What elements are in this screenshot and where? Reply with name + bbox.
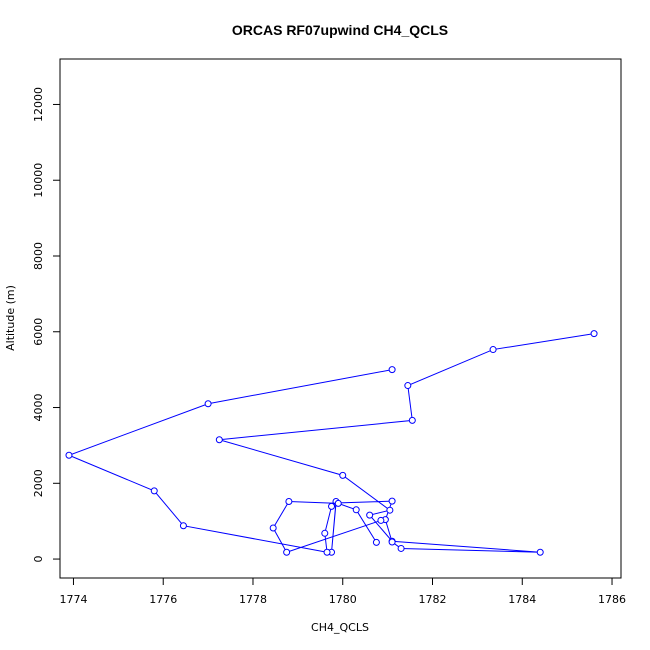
x-axis: 1774 1776 1778 1780 1782 1784 1786 bbox=[59, 578, 626, 606]
series-0-point-0 bbox=[590, 330, 598, 338]
series-0-point-22 bbox=[65, 451, 73, 459]
series-0-point-24 bbox=[388, 366, 396, 374]
series-layer bbox=[65, 330, 598, 556]
y-axis: 0 2000 4000 6000 8000 10000 12000 bbox=[32, 87, 60, 563]
x-axis-label: CH4_QCLS bbox=[311, 621, 369, 634]
series-0-point-20 bbox=[179, 522, 187, 530]
plot-frame bbox=[59, 58, 622, 579]
series-0-point-19 bbox=[323, 548, 331, 556]
series-1-point-0 bbox=[372, 538, 380, 546]
series-0-point-1 bbox=[489, 346, 497, 354]
y-tick-label-4: 8000 bbox=[32, 242, 45, 270]
series-1 bbox=[269, 497, 385, 556]
series-0-point-9 bbox=[536, 548, 544, 556]
series-0-point-21 bbox=[150, 487, 158, 495]
x-tick-label-4: 1782 bbox=[419, 593, 447, 606]
y-axis-label: Altitude (m) bbox=[4, 285, 17, 351]
series-1-point-3 bbox=[285, 497, 293, 505]
series-1-point-6 bbox=[377, 516, 385, 524]
series-1-point-1 bbox=[352, 506, 360, 514]
x-tick-label-3: 1780 bbox=[329, 593, 357, 606]
series-0-point-4 bbox=[215, 436, 223, 444]
series-0-point-17 bbox=[328, 502, 336, 510]
series-1-line bbox=[272, 500, 382, 553]
y-tick-label-3: 6000 bbox=[32, 318, 45, 346]
series-0-point-23 bbox=[204, 400, 212, 408]
x-tick-label-2: 1778 bbox=[239, 593, 267, 606]
y-tick-label-1: 2000 bbox=[32, 469, 45, 497]
series-0-point-11 bbox=[388, 538, 396, 546]
series-1-point-4 bbox=[269, 524, 277, 532]
series-0-point-2 bbox=[404, 382, 412, 390]
series-0-point-3 bbox=[408, 416, 416, 424]
series-1-point-2 bbox=[334, 499, 342, 507]
x-tick-label-6: 1786 bbox=[598, 593, 626, 606]
x-tick-label-0: 1774 bbox=[59, 593, 87, 606]
series-0-point-6 bbox=[386, 506, 394, 514]
y-tick-label-0: 0 bbox=[32, 556, 45, 563]
series-0-point-13 bbox=[388, 497, 396, 505]
series-0-point-5 bbox=[339, 471, 347, 479]
series-0 bbox=[65, 330, 598, 556]
series-0-point-10 bbox=[397, 544, 405, 552]
y-tick-label-2: 4000 bbox=[32, 394, 45, 422]
series-1-point-5 bbox=[283, 548, 291, 556]
series-0-line bbox=[67, 333, 595, 553]
y-tick-label-5: 10000 bbox=[32, 163, 45, 198]
chart-title: ORCAS RF07upwind CH4_QCLS bbox=[232, 22, 448, 38]
series-0-point-7 bbox=[366, 511, 374, 519]
x-tick-label-1: 1776 bbox=[149, 593, 177, 606]
x-tick-label-5: 1784 bbox=[508, 593, 536, 606]
y-tick-label-6: 12000 bbox=[32, 87, 45, 122]
series-0-point-18 bbox=[321, 529, 329, 537]
